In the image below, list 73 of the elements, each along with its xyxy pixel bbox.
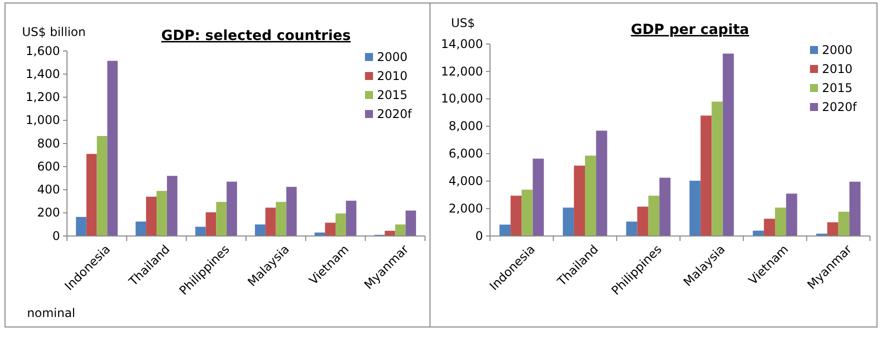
bar: [265, 208, 276, 236]
bar: [226, 182, 238, 236]
bar: [346, 200, 356, 236]
y-tick-label: 12,000: [441, 64, 483, 78]
y-tick-label: 8,000: [448, 119, 483, 134]
y-tick-label: 0: [475, 228, 483, 243]
y-tick-label: 4,000: [448, 174, 483, 188]
bar: [500, 224, 511, 236]
bar: [637, 206, 648, 236]
bar: [596, 130, 608, 236]
bar: [786, 194, 798, 236]
legend-label: 2020f: [377, 107, 413, 121]
bar: [722, 54, 734, 236]
y-tick-label: 1,200: [26, 90, 60, 104]
bar: [775, 208, 786, 236]
chart-title: GDP per capita: [630, 22, 750, 38]
bar: [146, 196, 156, 236]
bar: [510, 196, 522, 236]
y-tick-label: 800: [37, 136, 60, 150]
bar: [86, 154, 97, 236]
bar: [107, 60, 118, 236]
bar: [216, 202, 227, 236]
bar: [827, 222, 838, 236]
bar: [254, 224, 266, 236]
bar: [276, 202, 286, 236]
y-axis-title: US$: [451, 16, 476, 30]
bar: [700, 116, 712, 236]
bar: [156, 190, 167, 236]
bar: [522, 190, 533, 236]
bar: [712, 102, 723, 236]
bar: [406, 210, 416, 236]
bar: [206, 212, 216, 236]
legend-label: 2015: [822, 81, 853, 95]
legend-label: 2010: [377, 69, 408, 83]
bar: [136, 222, 146, 236]
y-tick-label: 200: [37, 206, 60, 220]
legend-label: 2020f: [822, 100, 858, 114]
bar: [286, 186, 297, 236]
bar: [96, 136, 108, 236]
y-tick-label: 6,000: [448, 146, 483, 161]
y-tick-label: 10,000: [441, 92, 483, 106]
y-tick-label: 600: [37, 159, 60, 174]
bar: [76, 216, 86, 236]
bar: [562, 208, 574, 236]
y-tick-label: 14,000: [441, 36, 483, 51]
bar: [648, 196, 660, 236]
bar: [764, 218, 775, 236]
y-tick-label: 1,000: [26, 113, 60, 128]
legend-label: 2010: [822, 62, 853, 76]
bar: [325, 222, 336, 236]
y-tick-label: 2,000: [448, 201, 483, 216]
bar: [659, 178, 670, 236]
y-tick-label: 0: [52, 228, 60, 243]
bar: [395, 224, 406, 236]
legend-label: 2015: [377, 88, 408, 102]
y-tick-label: 1,400: [26, 66, 60, 81]
bar: [166, 176, 178, 236]
bar: [336, 213, 346, 236]
bar: [574, 166, 585, 236]
text: nominal: [27, 306, 76, 320]
y-tick-label: 1,600: [26, 44, 60, 58]
bar: [849, 182, 860, 236]
chart-title: GDP: selected countries: [161, 28, 351, 44]
bar: [690, 180, 701, 236]
bar: [585, 156, 596, 236]
y-axis-title: US$ billion: [22, 25, 86, 39]
y-tick-label: 400: [37, 182, 60, 197]
bar: [752, 230, 764, 236]
legend-label: 2000: [377, 50, 408, 64]
bar: [626, 222, 638, 236]
bar: [838, 212, 850, 236]
legend-label: 2000: [822, 43, 853, 57]
bar: [532, 158, 544, 236]
